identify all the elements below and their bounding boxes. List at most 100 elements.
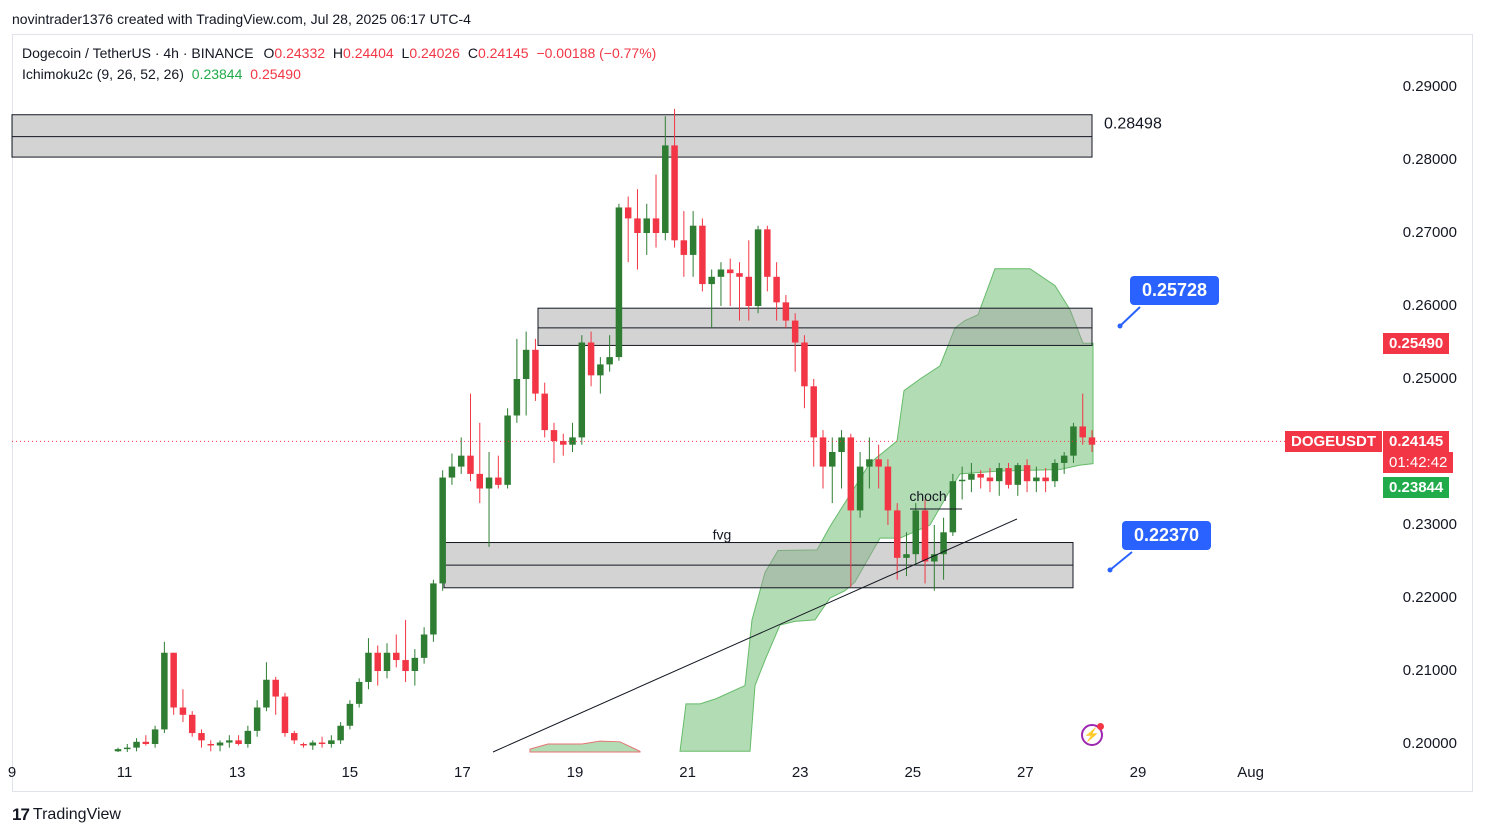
candle-body xyxy=(606,357,613,365)
close-value: 0.24145 xyxy=(477,45,529,61)
candle-body xyxy=(374,652,381,671)
candle-body xyxy=(949,481,957,533)
candle-body xyxy=(838,437,845,452)
candle-body xyxy=(810,386,817,438)
candle-body xyxy=(346,703,354,726)
candle-body xyxy=(1060,455,1068,463)
ichimoku-tag-b: 0.23844 xyxy=(1383,477,1450,498)
candle-body xyxy=(170,652,177,708)
candle-body xyxy=(986,477,994,482)
date-tick-label: 23 xyxy=(791,764,809,781)
indicator-title[interactable]: Ichimoku2c (9, 26, 52, 26) xyxy=(22,66,184,82)
candle-body xyxy=(1042,477,1049,482)
candle-body xyxy=(513,379,521,416)
candle-body xyxy=(662,145,669,233)
candle-body xyxy=(439,477,446,584)
alert-bolt-icon[interactable]: ⚡ xyxy=(1081,724,1103,746)
footer-brand[interactable]: TradingView xyxy=(32,806,121,823)
candle-body xyxy=(940,532,947,555)
candle-body xyxy=(708,276,715,285)
candle-body xyxy=(736,273,743,277)
indicator-value-2: 0.25490 xyxy=(250,66,301,82)
date-tick-label: 17 xyxy=(454,764,471,781)
price-tick-label: 0.23000 xyxy=(1402,516,1457,533)
tradingview-logo-icon[interactable]: 17 xyxy=(12,805,30,824)
candle-body xyxy=(1005,468,1012,485)
candle-body xyxy=(958,479,966,482)
candle-body xyxy=(829,452,836,467)
candle-body xyxy=(476,473,484,489)
candle-body xyxy=(420,634,428,658)
callout-lower[interactable]: 0.22370 xyxy=(1122,521,1212,550)
candle-body xyxy=(643,218,650,233)
close-label: C xyxy=(467,45,478,61)
candle-body xyxy=(921,510,929,562)
chart-frame xyxy=(12,34,1473,792)
price-tick-label: 0.22000 xyxy=(1402,589,1457,606)
candle-body xyxy=(448,466,456,478)
last-price-tag: 0.24145 xyxy=(1383,431,1450,452)
price-tick-label: 0.21000 xyxy=(1402,662,1457,679)
candle-body xyxy=(866,459,873,467)
candle-body xyxy=(801,342,808,387)
candle-body xyxy=(578,342,586,438)
price-axis[interactable]: 0.29000 0.28000 0.27000 0.26000 0.25000 0.230… xyxy=(1383,0,1463,790)
ichimoku-tag-a: 0.25490 xyxy=(1383,333,1450,354)
candle-body xyxy=(1014,465,1022,485)
candle-body xyxy=(550,430,558,442)
candle-body xyxy=(689,225,697,255)
candle-body xyxy=(856,466,864,511)
attribution: novintrader1376 created with TradingView… xyxy=(12,11,471,27)
candle-body xyxy=(457,455,465,467)
candle-body xyxy=(337,725,344,741)
change-value: −0.00188 (−0.77%) xyxy=(536,45,657,61)
date-tick-label: 27 xyxy=(1017,764,1034,781)
candle-body xyxy=(244,730,252,744)
candle-body xyxy=(680,240,688,255)
indicator-value-1: 0.23844 xyxy=(191,66,243,82)
candle-body xyxy=(968,473,975,480)
candle-body xyxy=(198,733,205,741)
candle-body xyxy=(467,455,474,474)
symbol-tag: DOGEUSDT xyxy=(1285,431,1383,452)
candle-body xyxy=(411,657,419,671)
candle-body xyxy=(671,145,678,241)
candle-body xyxy=(1070,426,1077,456)
price-tick-label: 0.29000 xyxy=(1402,78,1457,95)
candle-body xyxy=(634,218,641,233)
fvg-label: fvg xyxy=(713,527,732,543)
symbol-title[interactable]: Dogecoin / TetherUS · 4h · BINANCE xyxy=(22,45,254,61)
candle-body xyxy=(522,349,530,379)
candle-body xyxy=(300,744,307,746)
candle-body xyxy=(912,510,919,555)
ichimoku-cloud-early xyxy=(529,740,641,753)
candle-body xyxy=(587,342,595,376)
countdown-tag: 01:42:42 xyxy=(1383,452,1454,473)
date-tick-label: 19 xyxy=(566,764,584,781)
date-tick-label: 11 xyxy=(116,764,133,781)
candle-body xyxy=(253,707,261,731)
candle-body xyxy=(365,652,372,682)
candle-body xyxy=(309,742,317,746)
candle-body xyxy=(847,437,855,511)
high-value: 0.24404 xyxy=(343,45,394,61)
callout-pointer-lower xyxy=(1109,551,1133,571)
price-tick-label: 0.27000 xyxy=(1402,224,1457,241)
indicator-legend: Ichimoku2c (9, 26, 52, 26) 0.23844 0.254… xyxy=(22,66,301,82)
callout-anchor-upper xyxy=(1117,323,1123,329)
candle-body xyxy=(133,741,140,748)
candle-body xyxy=(235,740,242,744)
candle-body xyxy=(328,740,335,744)
candle-body xyxy=(1033,477,1040,482)
open-label: O xyxy=(263,45,275,61)
date-tick-label: 9 xyxy=(7,764,17,781)
choch-label: choch xyxy=(909,488,946,504)
candle-body xyxy=(977,473,984,478)
candle-body xyxy=(884,466,892,511)
callout-upper[interactable]: 0.25728 xyxy=(1130,276,1220,305)
candle-body xyxy=(782,302,790,321)
candle-body xyxy=(597,364,604,376)
notification-dot-icon xyxy=(1097,723,1104,730)
candle-body xyxy=(151,729,159,744)
